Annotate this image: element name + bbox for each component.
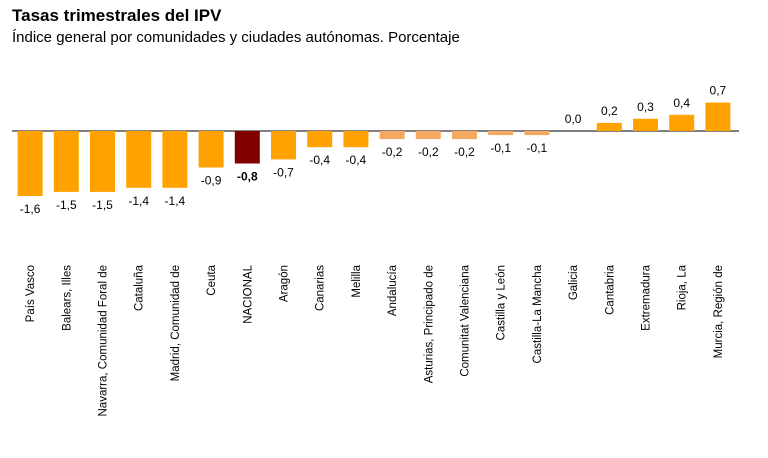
bar xyxy=(343,131,369,148)
category-label: Cataluña xyxy=(134,264,146,311)
bar xyxy=(234,131,260,164)
bar xyxy=(452,131,477,140)
category-label: Canarias xyxy=(315,265,327,311)
data-label: -0,4 xyxy=(346,153,367,167)
data-label: -0,8 xyxy=(237,170,258,184)
category-label: Andalucía xyxy=(387,264,399,316)
category-label: Madrid, Comunidad de xyxy=(170,265,182,381)
bar xyxy=(307,131,333,148)
bar xyxy=(705,102,731,131)
category-label: Rioja, La xyxy=(677,264,689,310)
category-label: Extremadura xyxy=(641,264,653,330)
category-label: Balears, Illes xyxy=(61,265,73,331)
category-label: País Vasco xyxy=(25,265,37,322)
bar xyxy=(198,131,224,168)
bar xyxy=(53,131,79,192)
category-label: Navarra, Comunidad Foral de xyxy=(98,265,110,417)
data-label: -0,1 xyxy=(490,141,511,155)
data-label: -1,6 xyxy=(20,202,41,216)
data-label: -0,2 xyxy=(418,145,439,159)
chart-title: Tasas trimestrales del IPV xyxy=(12,6,222,25)
category-label: NACIONAL xyxy=(242,264,254,323)
data-label: -1,5 xyxy=(92,198,113,212)
data-label: -0,4 xyxy=(309,153,330,167)
bar xyxy=(488,131,514,136)
data-label: -0,7 xyxy=(273,165,294,179)
category-label: Comunitat Valenciana xyxy=(460,264,472,376)
data-label: -1,4 xyxy=(165,194,186,208)
bar xyxy=(596,122,622,131)
bar xyxy=(126,131,152,188)
data-label: -0,9 xyxy=(201,174,222,188)
data-label: 0,2 xyxy=(601,104,618,118)
data-label: 0,3 xyxy=(637,100,654,114)
data-label: -0,2 xyxy=(454,145,475,159)
category-label: Aragón xyxy=(279,265,291,302)
category-label: Galicia xyxy=(568,264,580,300)
data-label: -1,5 xyxy=(56,198,77,212)
bar xyxy=(271,131,296,160)
data-label: -0,1 xyxy=(527,141,548,155)
chart-subtitle: Índice general por comunidades y ciudade… xyxy=(12,29,460,46)
category-label: Castilla-La Mancha xyxy=(532,264,544,363)
bar xyxy=(162,131,188,188)
bar xyxy=(633,118,658,131)
data-label: -0,2 xyxy=(382,145,403,159)
data-label: 0,4 xyxy=(673,96,690,110)
category-label: Asturias, Principado de xyxy=(423,265,435,383)
category-label: Murcia, Región de xyxy=(713,265,725,358)
category-label: Cantabria xyxy=(604,264,616,314)
bar xyxy=(669,114,695,131)
data-label: -1,4 xyxy=(128,194,149,208)
bar xyxy=(379,131,405,140)
bar xyxy=(524,131,550,136)
data-label: 0,7 xyxy=(710,84,727,98)
category-label: Ceuta xyxy=(206,264,218,295)
bar xyxy=(17,131,43,196)
bar xyxy=(415,131,441,140)
data-label: 0,0 xyxy=(565,112,582,126)
category-label: Castilla y León xyxy=(496,265,508,340)
category-label: Melilla xyxy=(351,264,363,297)
bar xyxy=(90,131,115,192)
